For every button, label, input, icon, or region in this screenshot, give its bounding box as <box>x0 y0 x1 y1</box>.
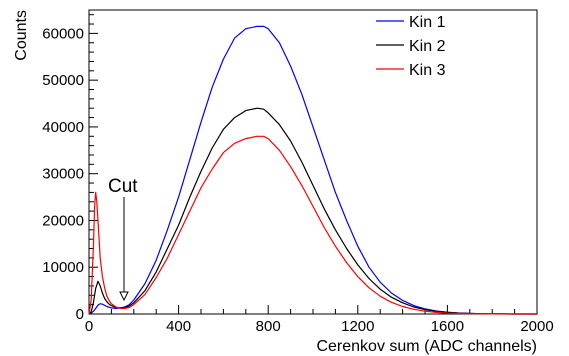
y-tick-label: 20000 <box>42 212 84 229</box>
y-tick-label: 50000 <box>42 72 84 89</box>
y-tick-label: 30000 <box>42 166 84 183</box>
x-tick-label: 400 <box>166 318 191 335</box>
y-axis: 0 10000 20000 30000 40000 50000 60000 <box>42 14 98 323</box>
y-tick-label: 0 <box>76 306 84 323</box>
y-axis-label: Counts <box>13 10 30 61</box>
cut-arrow-head <box>119 291 129 302</box>
y-tick-label: 40000 <box>42 119 84 136</box>
legend-label: Kin 3 <box>409 62 446 79</box>
y-tick-label: 60000 <box>42 25 84 42</box>
series-line-3 <box>88 135 538 315</box>
plot-frame <box>88 9 538 315</box>
legend-label: Kin 2 <box>409 38 446 55</box>
x-axis: 0 400 800 1200 1600 2000 <box>85 305 554 335</box>
x-tick-label: 800 <box>256 318 281 335</box>
x-tick-label: 0 <box>85 318 93 335</box>
cut-annotation: Cut <box>108 176 138 302</box>
y-tick-label: 10000 <box>42 259 84 276</box>
series-line-2 <box>88 107 537 315</box>
x-tick-label: 2000 <box>520 318 553 335</box>
x-axis-label: Cerenkov sum (ADC channels) <box>316 338 537 355</box>
series-lines <box>88 25 538 315</box>
x-tick-label: 1200 <box>341 318 374 335</box>
cut-label: Cut <box>108 176 138 197</box>
legend: Kin 1 Kin 2 Kin 3 <box>376 14 446 79</box>
x-tick-label: 1600 <box>431 318 464 335</box>
legend-label: Kin 1 <box>409 14 446 31</box>
